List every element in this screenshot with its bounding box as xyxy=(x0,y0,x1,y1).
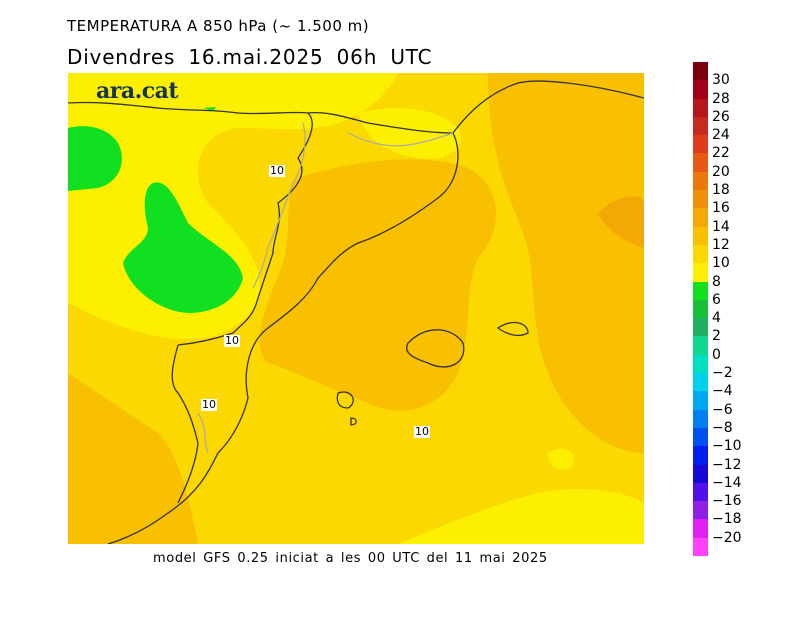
color-scale-tick-label: −20 xyxy=(712,529,742,546)
map-title: TEMPERATURA A 850 hPa (~ 1.500 m) xyxy=(67,17,370,35)
color-scale-segment xyxy=(693,281,708,301)
color-scale-segment xyxy=(693,373,708,392)
band-12-14-east xyxy=(488,73,644,453)
color-scale-segment xyxy=(693,208,708,228)
color-scale-tick-label: 14 xyxy=(712,218,730,235)
color-scale-tick-label: 12 xyxy=(712,236,730,253)
color-scale-segment xyxy=(693,190,708,209)
color-scale-tick-label: −18 xyxy=(712,511,742,528)
color-scale-tick-label: 4 xyxy=(712,310,721,327)
color-scale-tick-label: 22 xyxy=(712,145,730,162)
band-6-8-c xyxy=(203,107,216,111)
band-8-10-north xyxy=(358,108,461,159)
color-scale-segment xyxy=(693,244,708,264)
color-scale-tick-label: 8 xyxy=(712,273,721,290)
isotherm-label: 10 xyxy=(201,398,217,411)
color-scale-segment xyxy=(693,263,708,283)
color-scale-segment xyxy=(693,153,708,173)
model-footer: model GFS 0.25 iniciat a les 00 UTC del … xyxy=(153,551,548,566)
band-8-10-spot xyxy=(548,448,574,470)
color-scale-segment xyxy=(693,318,708,337)
color-scale-tick-label: −4 xyxy=(712,383,733,400)
color-scale-segment xyxy=(693,519,708,539)
color-scale-tick-label: −14 xyxy=(712,474,742,491)
color-scale-tick-label: −10 xyxy=(712,438,742,455)
color-scale-tick-label: 20 xyxy=(712,163,730,180)
band-8-10-south xyxy=(398,488,644,544)
color-scale-tick-label: −6 xyxy=(712,401,733,418)
map-field xyxy=(68,73,644,544)
color-scale-segment xyxy=(693,501,708,520)
color-scale-segment xyxy=(693,464,708,484)
coastline xyxy=(68,80,644,544)
color-scale-segment xyxy=(693,446,708,465)
color-scale-tick-label: 16 xyxy=(712,200,730,217)
color-scale-segment xyxy=(693,98,708,118)
color-scale-tick-label: 18 xyxy=(712,182,730,199)
color-scale-tick-label: 6 xyxy=(712,291,721,308)
color-scale-segment xyxy=(693,80,708,100)
color-scale-segment xyxy=(693,537,708,557)
color-scale-tick-label: 28 xyxy=(712,90,730,107)
band-6-8-b xyxy=(123,182,243,313)
color-scale-segment xyxy=(693,354,708,374)
color-scale-tick-label: 26 xyxy=(712,108,730,125)
color-scale-tick-label: 2 xyxy=(712,328,721,345)
color-scale-segment xyxy=(693,226,708,246)
band-6-8-a xyxy=(68,126,122,191)
color-scale-tick-label: −2 xyxy=(712,365,733,382)
color-scale-tick-label: 0 xyxy=(712,346,721,363)
color-scale-tick-label: 30 xyxy=(712,72,730,89)
map-date: Divendres 16.mai.2025 06h UTC xyxy=(67,45,433,69)
color-scale-tick-label: 24 xyxy=(712,127,730,144)
borders xyxy=(197,122,454,454)
color-scale-segment xyxy=(693,427,708,447)
color-scale-segment xyxy=(693,336,708,356)
isotherm-label: 10 xyxy=(224,334,240,347)
band-12-14-west xyxy=(68,373,198,544)
color-scale-tick-label: −8 xyxy=(712,419,733,436)
color-scale-bar xyxy=(693,62,708,557)
temperature-map: ara.cat 10 10 10 10 xyxy=(68,73,644,544)
color-scale-segment xyxy=(693,135,708,154)
color-scale-segment xyxy=(693,62,708,81)
isotherm-label: 10 xyxy=(269,164,285,177)
color-scale-segment xyxy=(693,482,708,502)
isotherm-label: 10 xyxy=(414,425,430,438)
color-scale-segment xyxy=(693,116,708,136)
brand-logo: ara.cat xyxy=(96,78,179,104)
color-scale-segment xyxy=(693,409,708,429)
color-scale-segment xyxy=(693,299,708,319)
band-14-16 xyxy=(598,196,644,248)
color-scale-tick-label: 10 xyxy=(712,255,730,272)
color-scale-segment xyxy=(693,171,708,191)
band-12-14 xyxy=(259,159,497,411)
color-scale-tick-label: −12 xyxy=(712,456,742,473)
color-scale-tick-label: −16 xyxy=(712,493,742,510)
color-scale-segment xyxy=(693,391,708,411)
